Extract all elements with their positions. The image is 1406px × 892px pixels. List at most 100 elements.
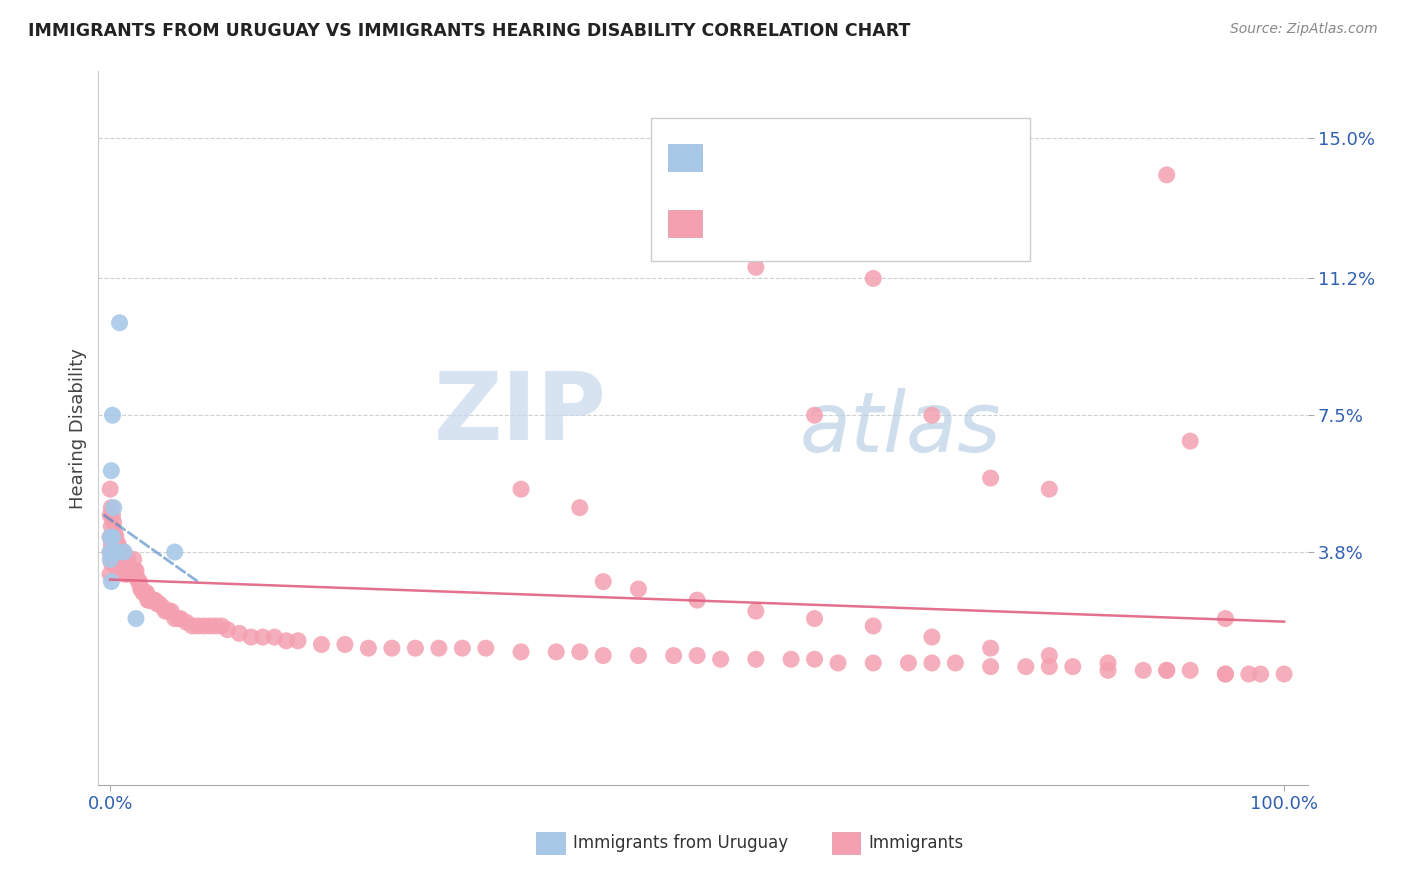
Point bbox=[100, 500, 122, 515]
Point bbox=[107, 538, 129, 552]
Point bbox=[117, 552, 139, 566]
Point bbox=[152, 600, 174, 615]
Point bbox=[125, 564, 148, 578]
Point bbox=[862, 271, 884, 285]
Text: Immigrants: Immigrants bbox=[868, 834, 963, 852]
Point bbox=[167, 611, 190, 625]
Point bbox=[112, 545, 135, 559]
Point bbox=[105, 559, 128, 574]
Point bbox=[115, 559, 138, 574]
Point bbox=[125, 611, 148, 625]
Point bbox=[142, 593, 165, 607]
Point bbox=[124, 564, 146, 578]
Point bbox=[134, 585, 156, 599]
FancyBboxPatch shape bbox=[536, 832, 564, 854]
Point bbox=[105, 538, 128, 552]
Point bbox=[592, 574, 614, 589]
Point bbox=[169, 611, 191, 625]
Point bbox=[100, 538, 122, 552]
Point bbox=[1132, 664, 1154, 678]
Point bbox=[117, 567, 139, 582]
Point bbox=[1215, 667, 1237, 681]
Point bbox=[803, 611, 825, 625]
Point bbox=[136, 593, 159, 607]
Point bbox=[100, 574, 122, 589]
Point bbox=[120, 564, 142, 578]
Point bbox=[510, 645, 533, 659]
Point bbox=[139, 593, 162, 607]
Point bbox=[228, 626, 250, 640]
Point bbox=[108, 545, 131, 559]
Point bbox=[980, 641, 1002, 656]
Point bbox=[127, 571, 149, 585]
Point bbox=[105, 552, 128, 566]
Point bbox=[252, 630, 274, 644]
Point bbox=[333, 637, 356, 651]
Point bbox=[143, 593, 166, 607]
Text: ZIP: ZIP bbox=[433, 368, 606, 460]
Point bbox=[98, 567, 121, 582]
Point bbox=[827, 656, 849, 670]
Point bbox=[921, 656, 943, 670]
Point bbox=[510, 482, 533, 496]
Point bbox=[568, 500, 591, 515]
Point bbox=[276, 633, 298, 648]
Point bbox=[780, 652, 803, 666]
Point bbox=[745, 260, 768, 275]
Point bbox=[921, 630, 943, 644]
Point bbox=[111, 545, 134, 559]
Point bbox=[112, 559, 135, 574]
Point bbox=[240, 630, 263, 644]
Point bbox=[103, 552, 125, 566]
Point bbox=[104, 556, 127, 570]
Point bbox=[105, 545, 128, 559]
Point bbox=[110, 559, 132, 574]
Point bbox=[120, 564, 142, 578]
Point bbox=[627, 648, 650, 663]
Y-axis label: Hearing Disability: Hearing Disability bbox=[69, 348, 87, 508]
Point bbox=[1062, 659, 1084, 673]
Point bbox=[287, 633, 309, 648]
Point bbox=[155, 604, 177, 618]
Point bbox=[862, 656, 884, 670]
Point bbox=[112, 552, 135, 566]
Point bbox=[381, 641, 404, 656]
Point bbox=[101, 530, 124, 544]
Point bbox=[104, 541, 127, 556]
Point bbox=[112, 567, 135, 582]
Point bbox=[1272, 667, 1295, 681]
Point bbox=[592, 648, 614, 663]
Point bbox=[114, 559, 136, 574]
Point bbox=[198, 619, 221, 633]
Point bbox=[129, 582, 152, 596]
Point bbox=[181, 619, 204, 633]
Point bbox=[160, 604, 183, 618]
Point bbox=[1015, 659, 1038, 673]
Text: atlas: atlas bbox=[800, 388, 1001, 468]
Point bbox=[118, 559, 141, 574]
Point bbox=[105, 545, 128, 559]
Point bbox=[112, 545, 135, 559]
Point bbox=[157, 604, 180, 618]
Point bbox=[103, 516, 125, 530]
Point bbox=[1156, 664, 1178, 678]
Point bbox=[163, 611, 186, 625]
Point bbox=[945, 656, 967, 670]
Point bbox=[475, 641, 498, 656]
Point bbox=[108, 316, 131, 330]
Point bbox=[101, 508, 124, 522]
Point bbox=[803, 652, 825, 666]
Point bbox=[1038, 482, 1060, 496]
Point bbox=[148, 597, 170, 611]
Point bbox=[803, 408, 825, 422]
Point bbox=[98, 552, 121, 566]
Point bbox=[1180, 664, 1202, 678]
Point bbox=[98, 508, 121, 522]
Point bbox=[107, 552, 129, 566]
Point bbox=[127, 574, 149, 589]
Point bbox=[132, 585, 155, 599]
Point bbox=[98, 530, 121, 544]
Point bbox=[141, 593, 163, 607]
Point bbox=[176, 615, 198, 630]
Text: R = -0.098   N = 153: R = -0.098 N = 153 bbox=[711, 215, 929, 233]
